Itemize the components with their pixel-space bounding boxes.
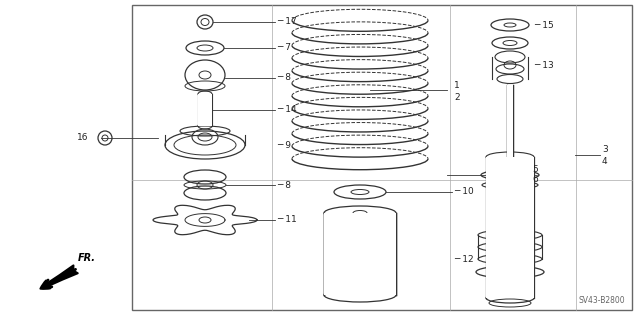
Text: 2: 2 bbox=[454, 93, 460, 101]
Text: FR.: FR. bbox=[78, 253, 96, 263]
Text: ─ 14: ─ 14 bbox=[277, 106, 296, 115]
Text: ─ 12: ─ 12 bbox=[454, 256, 474, 264]
Text: 16: 16 bbox=[77, 133, 88, 143]
Text: ─ 7: ─ 7 bbox=[277, 43, 291, 53]
Text: ─ 9: ─ 9 bbox=[277, 140, 291, 150]
Text: 5: 5 bbox=[532, 166, 538, 174]
Polygon shape bbox=[324, 213, 396, 295]
Text: 4: 4 bbox=[602, 158, 607, 167]
Text: ─ 17: ─ 17 bbox=[277, 18, 297, 26]
Text: 6: 6 bbox=[532, 175, 538, 184]
Text: 1: 1 bbox=[454, 80, 460, 90]
Polygon shape bbox=[198, 94, 212, 126]
Text: ─ 15: ─ 15 bbox=[534, 20, 554, 29]
Text: SV43-B2800: SV43-B2800 bbox=[579, 296, 625, 305]
Text: 3: 3 bbox=[602, 145, 608, 154]
Text: ─ 13: ─ 13 bbox=[534, 61, 554, 70]
Polygon shape bbox=[486, 157, 534, 298]
Text: ─ 8: ─ 8 bbox=[277, 73, 291, 83]
Text: ─ 11: ─ 11 bbox=[277, 216, 297, 225]
Polygon shape bbox=[507, 85, 513, 157]
Text: ─ 10: ─ 10 bbox=[454, 188, 474, 197]
Text: ─ 8: ─ 8 bbox=[277, 181, 291, 189]
